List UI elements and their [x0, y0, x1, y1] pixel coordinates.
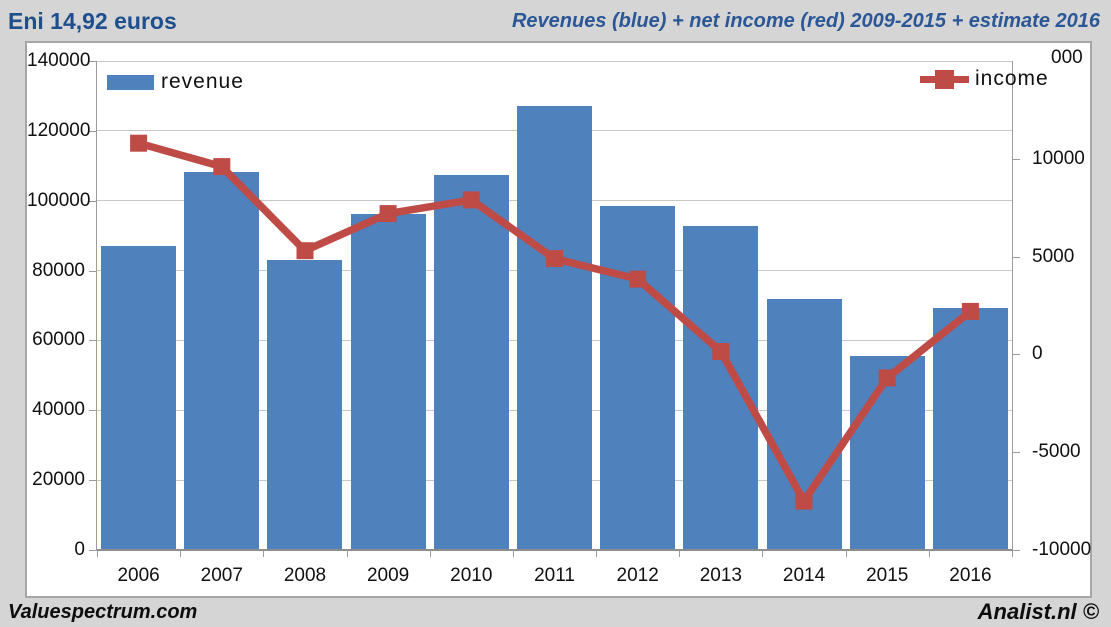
left-axis-tick-label: 80000 [32, 259, 85, 281]
x-axis-label-2006: 2006 [117, 565, 160, 586]
revenue-legend: revenue [107, 70, 244, 94]
right-axis-tick-label: 10000 [1032, 147, 1085, 169]
income-legend: income [920, 67, 1049, 91]
left-axis-tick [89, 200, 97, 202]
income-marker-2016 [961, 302, 979, 320]
x-axis-tick [596, 550, 598, 557]
income-marker-2006 [130, 134, 148, 152]
instrument-price-label: Eni 14,92 euros [8, 8, 177, 34]
income-line-series [130, 134, 979, 510]
revenue-bar-2008 [267, 260, 343, 550]
income-marker-2010 [462, 191, 480, 209]
revenue-bar-2013 [683, 225, 759, 550]
revenue-bar-2007 [184, 172, 260, 550]
revenue-swatch-icon [107, 74, 154, 90]
left-axis-tick [89, 480, 97, 482]
x-axis-label-2007: 2007 [200, 565, 243, 586]
income-marker-2007 [213, 158, 231, 176]
x-axis-label-2015: 2015 [866, 565, 909, 586]
x-axis-tick [263, 550, 265, 557]
income-marker-2013 [712, 343, 730, 360]
left-axis-tick [89, 410, 97, 412]
income-marker-icon [920, 68, 969, 90]
chart-title: Revenues (blue) + net income (red) 2009-… [511, 10, 1100, 32]
x-axis-tick [845, 550, 847, 557]
revenue-bar-2016 [932, 307, 1008, 550]
x-axis-tick [928, 550, 930, 557]
right-axis-line [1012, 61, 1013, 550]
plot-area: 140000 120000 100000 80000 60000 40000 20000 0 2… [27, 43, 1092, 596]
right-axis-tick-label: -10000 [1032, 539, 1092, 560]
x-axis-tick [762, 550, 764, 557]
revenue-bar-2009 [350, 213, 426, 550]
x-axis-label-2013: 2013 [699, 565, 742, 586]
left-axis-line [96, 61, 97, 550]
left-axis-tick [89, 550, 97, 551]
x-axis-label-2010: 2010 [450, 565, 493, 586]
right-axis-tick [1013, 256, 1020, 258]
revenue-bar-2006 [101, 246, 177, 550]
x-axis-label-2011: 2011 [534, 565, 575, 586]
x-axis-tick [679, 550, 681, 557]
x-axis-label-2012: 2012 [616, 565, 659, 586]
income-marker-2014 [795, 492, 813, 510]
right-axis-tick [1013, 550, 1020, 551]
income-legend-label: income [975, 67, 1049, 90]
revenue-bar-2012 [600, 206, 676, 550]
chart-area: 140000 120000 100000 80000 60000 40000 20000 0 2… [25, 41, 1092, 598]
right-axis-clipped-tick-label: 000 [1051, 47, 1083, 68]
left-axis-tick [89, 61, 97, 62]
income-marker-2011 [546, 250, 563, 268]
analist-credit: Analist.nl © [977, 599, 1099, 624]
valuespectrum-credit: Valuespectrum.com [8, 601, 198, 623]
x-axis-tick [97, 550, 98, 557]
income-line [137, 139, 973, 509]
x-axis-tick [346, 550, 348, 557]
right-axis-tick [1013, 452, 1020, 454]
x-axis-label-2016: 2016 [949, 565, 992, 586]
left-axis-tick-label: 120000 [27, 119, 91, 141]
income-marker-2008 [296, 242, 314, 260]
x-axis-label-2009: 2009 [366, 565, 410, 586]
left-axis-tick [89, 130, 97, 132]
revenue-legend-label: revenue [161, 70, 244, 93]
x-axis-tick [429, 550, 431, 557]
revenue-bar-2015 [849, 356, 925, 550]
left-axis-tick-label: 0 [74, 539, 85, 560]
revenue-bar-2011 [517, 106, 592, 550]
x-axis-tick [180, 550, 182, 557]
right-axis-tick-label: 0 [1032, 343, 1043, 365]
left-axis-tick-label: 40000 [32, 399, 85, 421]
left-axis-tick [89, 270, 97, 272]
x-axis-label-2014: 2014 [782, 565, 826, 586]
left-axis-tick-label: 140000 [27, 50, 91, 71]
left-axis-tick-label: 20000 [32, 469, 85, 491]
left-axis-tick [89, 340, 97, 342]
right-axis-tick [1013, 354, 1020, 356]
x-axis-tick [512, 550, 514, 557]
left-axis-tick-label: 60000 [32, 329, 85, 351]
x-axis-line [97, 549, 1012, 551]
income-marker-2012 [629, 270, 647, 288]
left-axis-tick-label: 100000 [27, 189, 91, 211]
revenue-bar-2010 [433, 174, 509, 550]
income-marker-2015 [878, 369, 896, 387]
right-axis-tick [1013, 158, 1020, 160]
income-marker-2009 [379, 205, 397, 223]
x-axis-tick [1012, 550, 1013, 557]
gridline [97, 60, 1012, 62]
right-axis-tick-label: 5000 [1032, 245, 1075, 267]
right-axis-tick-label: -5000 [1032, 441, 1081, 463]
x-axis-label-2008: 2008 [283, 565, 327, 586]
